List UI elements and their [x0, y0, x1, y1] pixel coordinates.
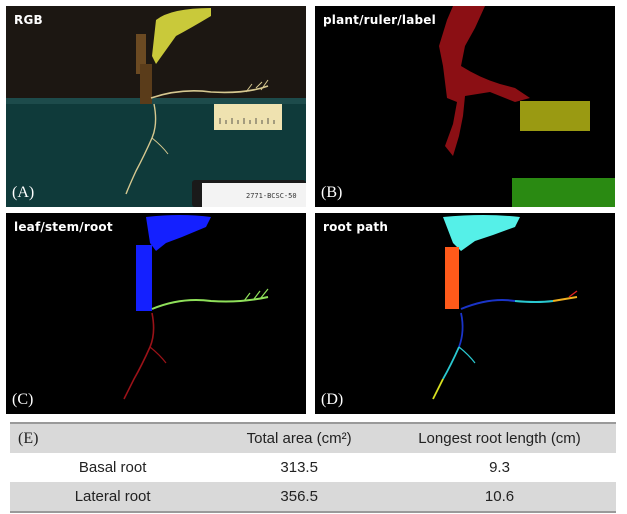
row-name: Lateral root [10, 482, 216, 512]
panel-plant-ruler-label: plant/ruler/label (B) [315, 6, 615, 207]
panel-label: (C) [12, 391, 34, 408]
row-length: 10.6 [383, 482, 616, 512]
table-row: Basal root 313.5 9.3 [10, 453, 616, 482]
panel-title: leaf/stem/root [14, 220, 113, 234]
panel-root-path: root path (D) [315, 213, 615, 414]
panel-label: (A) [12, 184, 35, 201]
table-row: Lateral root 356.5 10.6 [10, 482, 616, 512]
panel-title: plant/ruler/label [323, 13, 436, 27]
results-table: (E) Total area (cm²) Longest root length… [10, 422, 616, 513]
panel-title: RGB [14, 13, 43, 27]
segmentation-mask-c [123, 215, 269, 400]
panel-title: root path [323, 220, 389, 234]
row-length: 9.3 [383, 453, 616, 482]
panel-label: (D) [321, 391, 344, 408]
panel-leaf-stem-root: leaf/stem/root (C) [6, 213, 306, 414]
panel-rgb: RGB 2771-BCSC-50 (A) [6, 6, 306, 207]
tag-text: 2771-BCSC-50 [246, 192, 297, 200]
panel-label: (B) [321, 184, 343, 201]
root-path-visual [432, 215, 578, 400]
table-header-label: (E) [10, 423, 216, 453]
table-header-length: Longest root length (cm) [383, 423, 616, 453]
rgb-photo [6, 6, 306, 207]
row-area: 313.5 [215, 453, 384, 482]
row-area: 356.5 [215, 482, 384, 512]
segmentation-mask-b [439, 6, 615, 207]
table-header-area: Total area (cm²) [215, 423, 384, 453]
row-name: Basal root [10, 453, 216, 482]
table-header-row: (E) Total area (cm²) Longest root length… [10, 423, 616, 453]
